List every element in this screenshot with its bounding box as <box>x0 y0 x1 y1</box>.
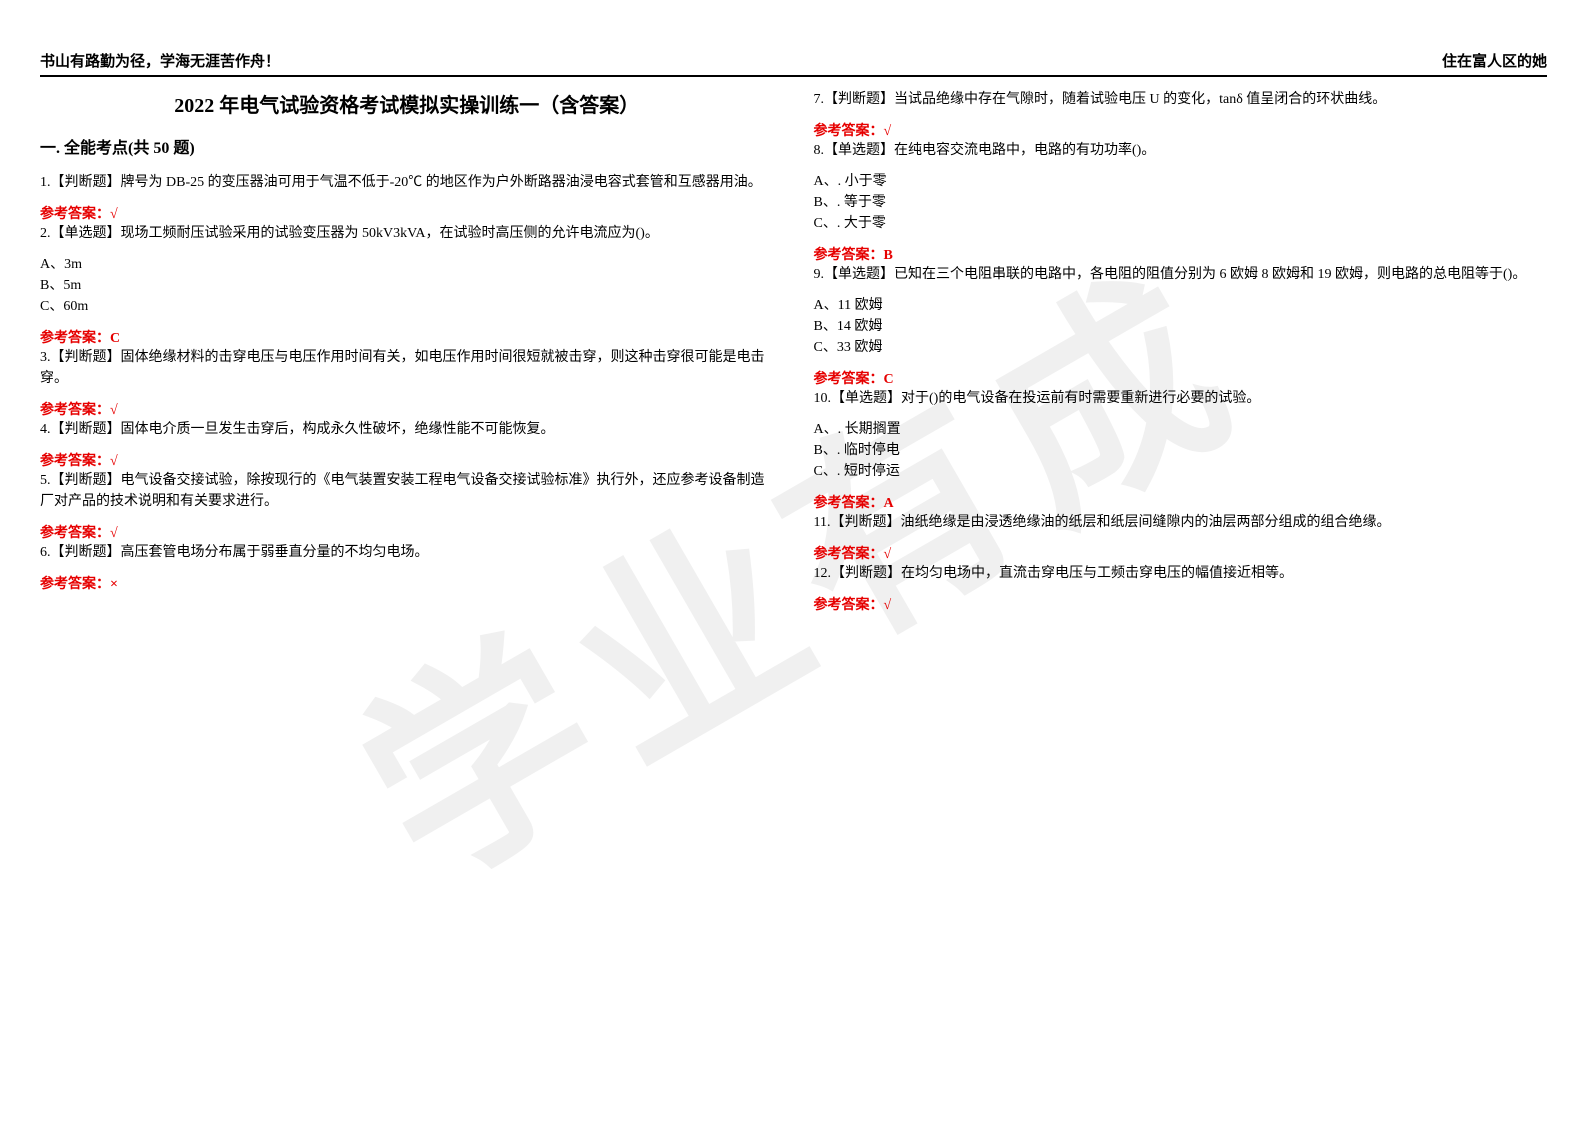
question-option: C、. 大于零 <box>814 213 1548 234</box>
question-block: 4.【判断题】固体电介质一旦发生击穿后，构成永久性破坏，绝缘性能不可能恢复。参考… <box>40 419 774 470</box>
answer-text: 参考答案：√ <box>814 120 1548 140</box>
question-block: 12.【判断题】在均匀电场中，直流击穿电压与工频击穿电压的幅值接近相等。参考答案… <box>814 563 1548 614</box>
question-option: A、. 长期搁置 <box>814 419 1548 440</box>
question-block: 10.【单选题】对于()的电气设备在投运前有时需要重新进行必要的试验。 A、. 长… <box>814 388 1548 512</box>
document-title: 2022 年电气试验资格考试模拟实操训练一（含答案） <box>40 89 774 118</box>
answer-text: 参考答案：√ <box>40 399 774 419</box>
question-block: 2.【单选题】现场工频耐压试验采用的试验变压器为 50kV3kVA，在试验时高压… <box>40 223 774 347</box>
question-text: 8.【单选题】在纯电容交流电路中，电路的有功功率()。 <box>814 140 1548 161</box>
question-block: 7.【判断题】当试品绝缘中存在气隙时，随着试验电压 U 的变化，tanδ 值呈闭… <box>814 89 1548 140</box>
answer-text: 参考答案：× <box>40 573 774 593</box>
question-text: 12.【判断题】在均匀电场中，直流击穿电压与工频击穿电压的幅值接近相等。 <box>814 563 1548 584</box>
question-options: A、. 小于零B、. 等于零C、. 大于零 <box>814 171 1548 234</box>
question-block: 8.【单选题】在纯电容交流电路中，电路的有功功率()。 A、. 小于零B、. 等于… <box>814 140 1548 264</box>
section-heading: 一. 全能考点(共 50 题) <box>40 134 774 158</box>
question-text: 11.【判断题】油纸绝缘是由浸透绝缘油的纸层和纸层间缝隙内的油层两部分组成的组合… <box>814 512 1548 533</box>
answer-text: 参考答案：B <box>814 244 1548 264</box>
answer-text: 参考答案：√ <box>814 594 1548 614</box>
question-block: 5.【判断题】电气设备交接试验，除按现行的《电气装置安装工程电气设备交接试验标准… <box>40 470 774 542</box>
question-option: B、5m <box>40 275 774 296</box>
header-left: 书山有路勤为径，学海无涯苦作舟！ <box>40 50 280 71</box>
answer-text: 参考答案：√ <box>40 203 774 223</box>
header-right: 住在富人区的她 <box>1442 50 1547 71</box>
left-questions-container: 1.【判断题】牌号为 DB-25 的变压器油可用于气温不低于-20℃ 的地区作为… <box>40 172 774 593</box>
question-option: B、. 等于零 <box>814 192 1548 213</box>
question-option: A、3m <box>40 254 774 275</box>
question-text: 9.【单选题】已知在三个电阻串联的电路中，各电阻的阻值分别为 6 欧姆 8 欧姆… <box>814 264 1548 285</box>
question-text: 3.【判断题】固体绝缘材料的击穿电压与电压作用时间有关，如电压作用时间很短就被击… <box>40 347 774 389</box>
content-area: 2022 年电气试验资格考试模拟实操训练一（含答案） 一. 全能考点(共 50 … <box>40 89 1547 614</box>
answer-text: 参考答案：C <box>40 327 774 347</box>
left-column: 2022 年电气试验资格考试模拟实操训练一（含答案） 一. 全能考点(共 50 … <box>40 89 774 614</box>
answer-text: 参考答案：√ <box>40 522 774 542</box>
question-block: 6.【判断题】高压套管电场分布属于弱垂直分量的不均匀电场。参考答案：× <box>40 542 774 593</box>
question-block: 9.【单选题】已知在三个电阻串联的电路中，各电阻的阻值分别为 6 欧姆 8 欧姆… <box>814 264 1548 388</box>
question-block: 1.【判断题】牌号为 DB-25 的变压器油可用于气温不低于-20℃ 的地区作为… <box>40 172 774 223</box>
question-option: C、60m <box>40 296 774 317</box>
question-option: C、. 短时停运 <box>814 461 1548 482</box>
question-text: 1.【判断题】牌号为 DB-25 的变压器油可用于气温不低于-20℃ 的地区作为… <box>40 172 774 193</box>
question-option: A、11 欧姆 <box>814 295 1548 316</box>
question-option: B、14 欧姆 <box>814 316 1548 337</box>
question-block: 11.【判断题】油纸绝缘是由浸透绝缘油的纸层和纸层间缝隙内的油层两部分组成的组合… <box>814 512 1548 563</box>
question-options: A、. 长期搁置B、. 临时停电C、. 短时停运 <box>814 419 1548 482</box>
question-option: A、. 小于零 <box>814 171 1548 192</box>
question-option: B、. 临时停电 <box>814 440 1548 461</box>
question-text: 7.【判断题】当试品绝缘中存在气隙时，随着试验电压 U 的变化，tanδ 值呈闭… <box>814 89 1548 110</box>
question-block: 3.【判断题】固体绝缘材料的击穿电压与电压作用时间有关，如电压作用时间很短就被击… <box>40 347 774 419</box>
question-text: 2.【单选题】现场工频耐压试验采用的试验变压器为 50kV3kVA，在试验时高压… <box>40 223 774 244</box>
question-text: 5.【判断题】电气设备交接试验，除按现行的《电气装置安装工程电气设备交接试验标准… <box>40 470 774 512</box>
question-text: 4.【判断题】固体电介质一旦发生击穿后，构成永久性破坏，绝缘性能不可能恢复。 <box>40 419 774 440</box>
answer-text: 参考答案：√ <box>814 543 1548 563</box>
answer-text: 参考答案：C <box>814 368 1548 388</box>
answer-text: 参考答案：A <box>814 492 1548 512</box>
question-option: C、33 欧姆 <box>814 337 1548 358</box>
question-text: 6.【判断题】高压套管电场分布属于弱垂直分量的不均匀电场。 <box>40 542 774 563</box>
question-options: A、3mB、5mC、60m <box>40 254 774 317</box>
page-header: 书山有路勤为径，学海无涯苦作舟！ 住在富人区的她 <box>40 50 1547 77</box>
right-questions-container: 7.【判断题】当试品绝缘中存在气隙时，随着试验电压 U 的变化，tanδ 值呈闭… <box>814 89 1548 614</box>
right-column: 7.【判断题】当试品绝缘中存在气隙时，随着试验电压 U 的变化，tanδ 值呈闭… <box>814 89 1548 614</box>
question-options: A、11 欧姆B、14 欧姆C、33 欧姆 <box>814 295 1548 358</box>
answer-text: 参考答案：√ <box>40 450 774 470</box>
question-text: 10.【单选题】对于()的电气设备在投运前有时需要重新进行必要的试验。 <box>814 388 1548 409</box>
